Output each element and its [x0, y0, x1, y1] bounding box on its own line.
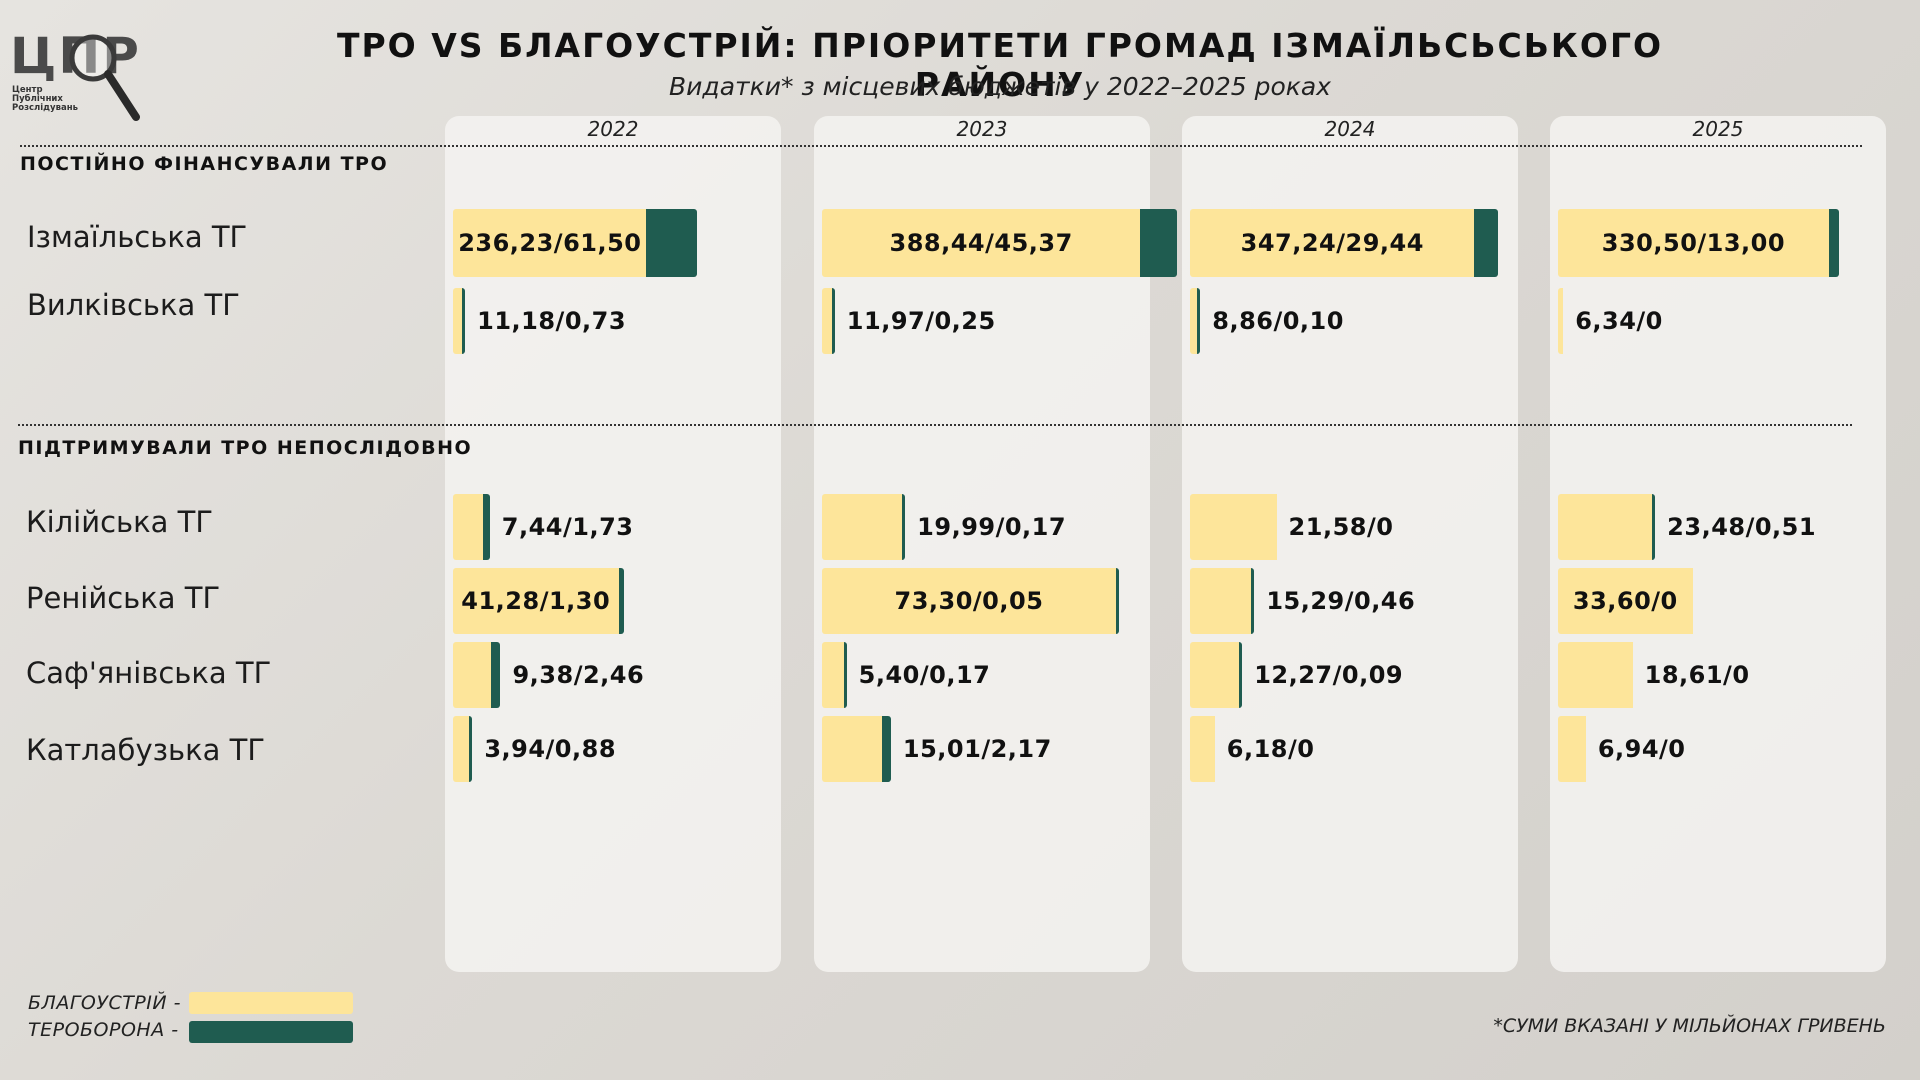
- row-label-vylkove: Вилківська ТГ: [27, 288, 240, 322]
- data-label: 8,86/0,10: [1212, 307, 1344, 335]
- data-label: 73,30/0,05: [894, 587, 1044, 615]
- data-label: 6,18/0: [1226, 735, 1315, 763]
- data-label: 3,94/0,88: [484, 735, 617, 763]
- data-label: 236,23/61,50: [458, 229, 642, 257]
- bar-blagoustrii: [822, 716, 883, 782]
- logo-line: Розслідувань: [12, 103, 78, 113]
- data-label: 41,28/1,30: [461, 587, 611, 615]
- bar-teroborona: [1652, 494, 1656, 560]
- bar-teroborona: [1828, 209, 1840, 277]
- bar-teroborona: [902, 494, 906, 560]
- bar-blagoustrii: [453, 209, 647, 277]
- chart-subtitle: Видатки* з місцевих бюджетів у 2022–2025…: [669, 72, 1331, 101]
- bar-teroborona: [490, 642, 501, 708]
- year-label-2024: 2024: [1324, 117, 1376, 141]
- row-label-reni: Ренійська ТГ: [26, 581, 221, 615]
- bar-teroborona: [1239, 642, 1243, 708]
- row-label-izmail: Ізмаїльська ТГ: [27, 220, 248, 254]
- data-label: 15,01/2,17: [902, 735, 1052, 763]
- logo-subtitle: Центр Публічних Розслідувань: [12, 86, 78, 113]
- bar-blagoustrii: [1190, 716, 1215, 782]
- bar-blagoustrii: [453, 568, 619, 634]
- data-label: 9,38/2,46: [512, 661, 645, 689]
- bar-blagoustrii: [822, 209, 1140, 277]
- data-label: 6,34/0: [1575, 307, 1663, 335]
- row-label-kiliia: Кілійська ТГ: [26, 505, 214, 539]
- legend-swatch-blagoustrii: [189, 992, 353, 1014]
- section-divider: [20, 145, 1862, 147]
- bar-blagoustrii: [1190, 288, 1198, 354]
- bar-teroborona: [1251, 568, 1255, 634]
- bar-blagoustrii: [1190, 642, 1240, 708]
- data-label: 7,44/1,73: [501, 513, 634, 541]
- data-label: 33,60/0: [1572, 587, 1678, 615]
- bar-teroborona: [1140, 209, 1178, 277]
- bar-blagoustrii: [822, 288, 832, 354]
- data-label: 388,44/45,37: [889, 229, 1073, 257]
- legend-label-teroborona: ТЕРОБОРОНА -: [28, 1019, 179, 1041]
- data-label: 5,40/0,17: [858, 661, 991, 689]
- bar-blagoustrii: [1558, 642, 1633, 708]
- bar-teroborona: [843, 642, 847, 708]
- row-label-safianivka: Саф'янівська ТГ: [26, 656, 272, 690]
- bar-blagoustrii: [822, 568, 1116, 634]
- bar-teroborona: [646, 209, 697, 277]
- magnifier-icon: [69, 34, 140, 121]
- bar-blagoustrii: [453, 494, 483, 560]
- data-label: 11,97/0,25: [846, 307, 996, 335]
- section-title-inconsistent: ПІДТРИМУВАЛИ ТРО НЕПОСЛІДОВНО: [18, 437, 473, 459]
- footnote-units: *СУМИ ВКАЗАНІ У МІЛЬЙОНАХ ГРИВЕНЬ: [1493, 1015, 1886, 1037]
- data-label: 21,58/0: [1288, 513, 1394, 541]
- legend-swatch-teroborona: [189, 1021, 353, 1043]
- bar-teroborona: [482, 494, 490, 560]
- logo-line: Центр: [12, 85, 43, 95]
- bar-blagoustrii: [1558, 568, 1693, 634]
- bar-blagoustrii: [1190, 494, 1277, 560]
- year-label-2025: 2025: [1692, 117, 1744, 141]
- data-label: 12,27/0,09: [1254, 661, 1404, 689]
- bar-teroborona: [1474, 209, 1499, 277]
- bar-teroborona: [882, 716, 891, 782]
- chart-title: ТРО VS БЛАГОУСТРІЙ: ПРІОРИТЕТИ ГРОМАД ІЗ…: [336, 26, 1664, 104]
- data-label: 23,48/0,51: [1667, 513, 1817, 541]
- bar-teroborona: [1197, 288, 1201, 354]
- section-title-constant: ПОСТІЙНО ФІНАНСУВАЛИ ТРО: [20, 153, 389, 175]
- data-label: 18,61/0: [1644, 661, 1750, 689]
- data-label: 11,18/0,73: [477, 307, 627, 335]
- data-label: 330,50/13,00: [1601, 229, 1786, 257]
- data-label: 19,99/0,17: [917, 513, 1067, 541]
- row-label-katlabukh: Катлабузька ТГ: [26, 733, 266, 767]
- bar-blagoustrii: [1558, 288, 1564, 354]
- bar-teroborona: [1116, 568, 1119, 634]
- bar-blagoustrii: [453, 288, 463, 354]
- legend-label-blagoustrii: БЛАГОУСТРІЙ -: [28, 992, 181, 1014]
- bar-blagoustrii: [1558, 209, 1829, 277]
- bar-teroborona: [462, 288, 466, 354]
- bar-blagoustrii: [1190, 209, 1475, 277]
- data-label: 6,94/0: [1597, 735, 1686, 763]
- bar-blagoustrii: [822, 642, 844, 708]
- year-label-2023: 2023: [956, 117, 1008, 141]
- data-label: 15,29/0,46: [1266, 587, 1416, 615]
- bar-blagoustrii: [1190, 568, 1252, 634]
- bar-blagoustrii: [822, 494, 903, 560]
- section-divider: [18, 424, 1852, 426]
- data-label: 347,24/29,44: [1240, 229, 1424, 257]
- bar-blagoustrii: [453, 642, 491, 708]
- bar-teroborona: [618, 568, 624, 634]
- bar-blagoustrii: [453, 716, 469, 782]
- bar-teroborona: [831, 288, 835, 354]
- year-label-2022: 2022: [587, 117, 639, 141]
- logo-line: Публічних: [12, 94, 63, 104]
- bar-teroborona: [468, 716, 473, 782]
- bar-blagoustrii: [1558, 494, 1653, 560]
- cpr-logo: ЦПР Центр Публічних Розслідувань: [10, 28, 140, 121]
- bar-blagoustrii: [1558, 716, 1586, 782]
